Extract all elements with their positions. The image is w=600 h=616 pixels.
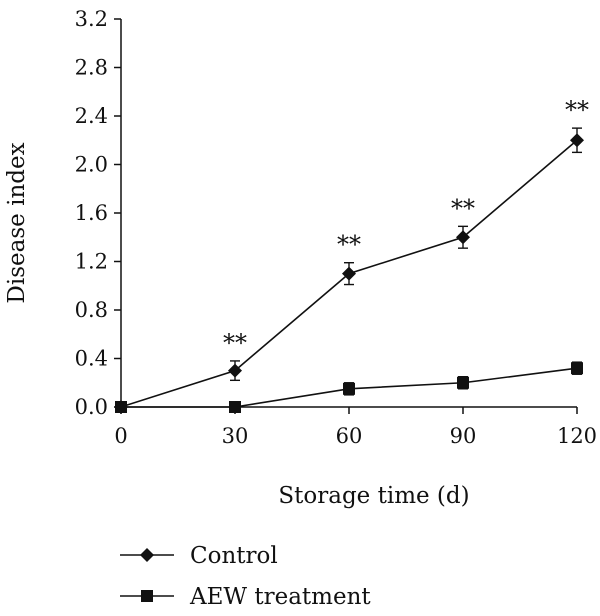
plot-area: ** ** ** ** xyxy=(114,96,589,414)
x-axis-label: Storage time (d) xyxy=(278,483,469,509)
legend: Control AEW treatment xyxy=(120,543,371,610)
y-tick-label: 0.0 xyxy=(75,395,108,419)
series-control: ** ** ** ** xyxy=(114,96,589,414)
y-tick-label: 3.2 xyxy=(75,7,108,31)
x-tick-label: 0 xyxy=(114,424,127,448)
data-point-aew-treatment xyxy=(115,401,127,413)
data-point-aew-treatment xyxy=(571,362,583,375)
data-point-aew-treatment xyxy=(457,376,469,389)
data-point-aew-treatment xyxy=(343,382,355,395)
y-tick-label: 2.8 xyxy=(75,56,108,80)
significance-label: ** xyxy=(451,194,475,222)
data-point-control xyxy=(570,133,584,148)
x-tick-label: 60 xyxy=(336,424,363,448)
axes xyxy=(120,19,577,408)
y-tick-label: 1.6 xyxy=(75,201,108,225)
legend-label-control: Control xyxy=(190,543,278,569)
y-ticks: 0.0 0.4 0.8 1.2 1.6 2.0 2.4 2.8 3.2 xyxy=(75,7,121,419)
legend-item-aew-treatment: AEW treatment xyxy=(120,584,371,610)
data-point-aew-treatment xyxy=(229,401,241,413)
significance-label: ** xyxy=(223,329,247,357)
x-ticks: 0 30 60 90 120 xyxy=(114,407,597,448)
x-tick-label: 90 xyxy=(450,424,477,448)
y-tick-label: 2.4 xyxy=(75,104,108,128)
y-tick-label: 0.4 xyxy=(75,347,108,371)
y-tick-label: 1.2 xyxy=(75,250,108,274)
significance-label: ** xyxy=(337,231,361,259)
legend-label-aew-treatment: AEW treatment xyxy=(189,584,371,610)
x-tick-label: 30 xyxy=(222,424,249,448)
legend-marker xyxy=(140,548,154,562)
data-point-control xyxy=(342,266,356,281)
legend-item-control: Control xyxy=(120,543,278,569)
significance-label: ** xyxy=(565,96,589,124)
y-tick-label: 2.0 xyxy=(75,153,108,177)
x-tick-label: 120 xyxy=(557,424,597,448)
y-tick-label: 0.8 xyxy=(75,298,108,322)
series-aew-treatment xyxy=(115,361,583,413)
y-axis-label: Disease index xyxy=(4,142,30,303)
legend-marker xyxy=(141,590,153,602)
data-point-control xyxy=(228,363,242,378)
data-point-control xyxy=(456,230,470,245)
